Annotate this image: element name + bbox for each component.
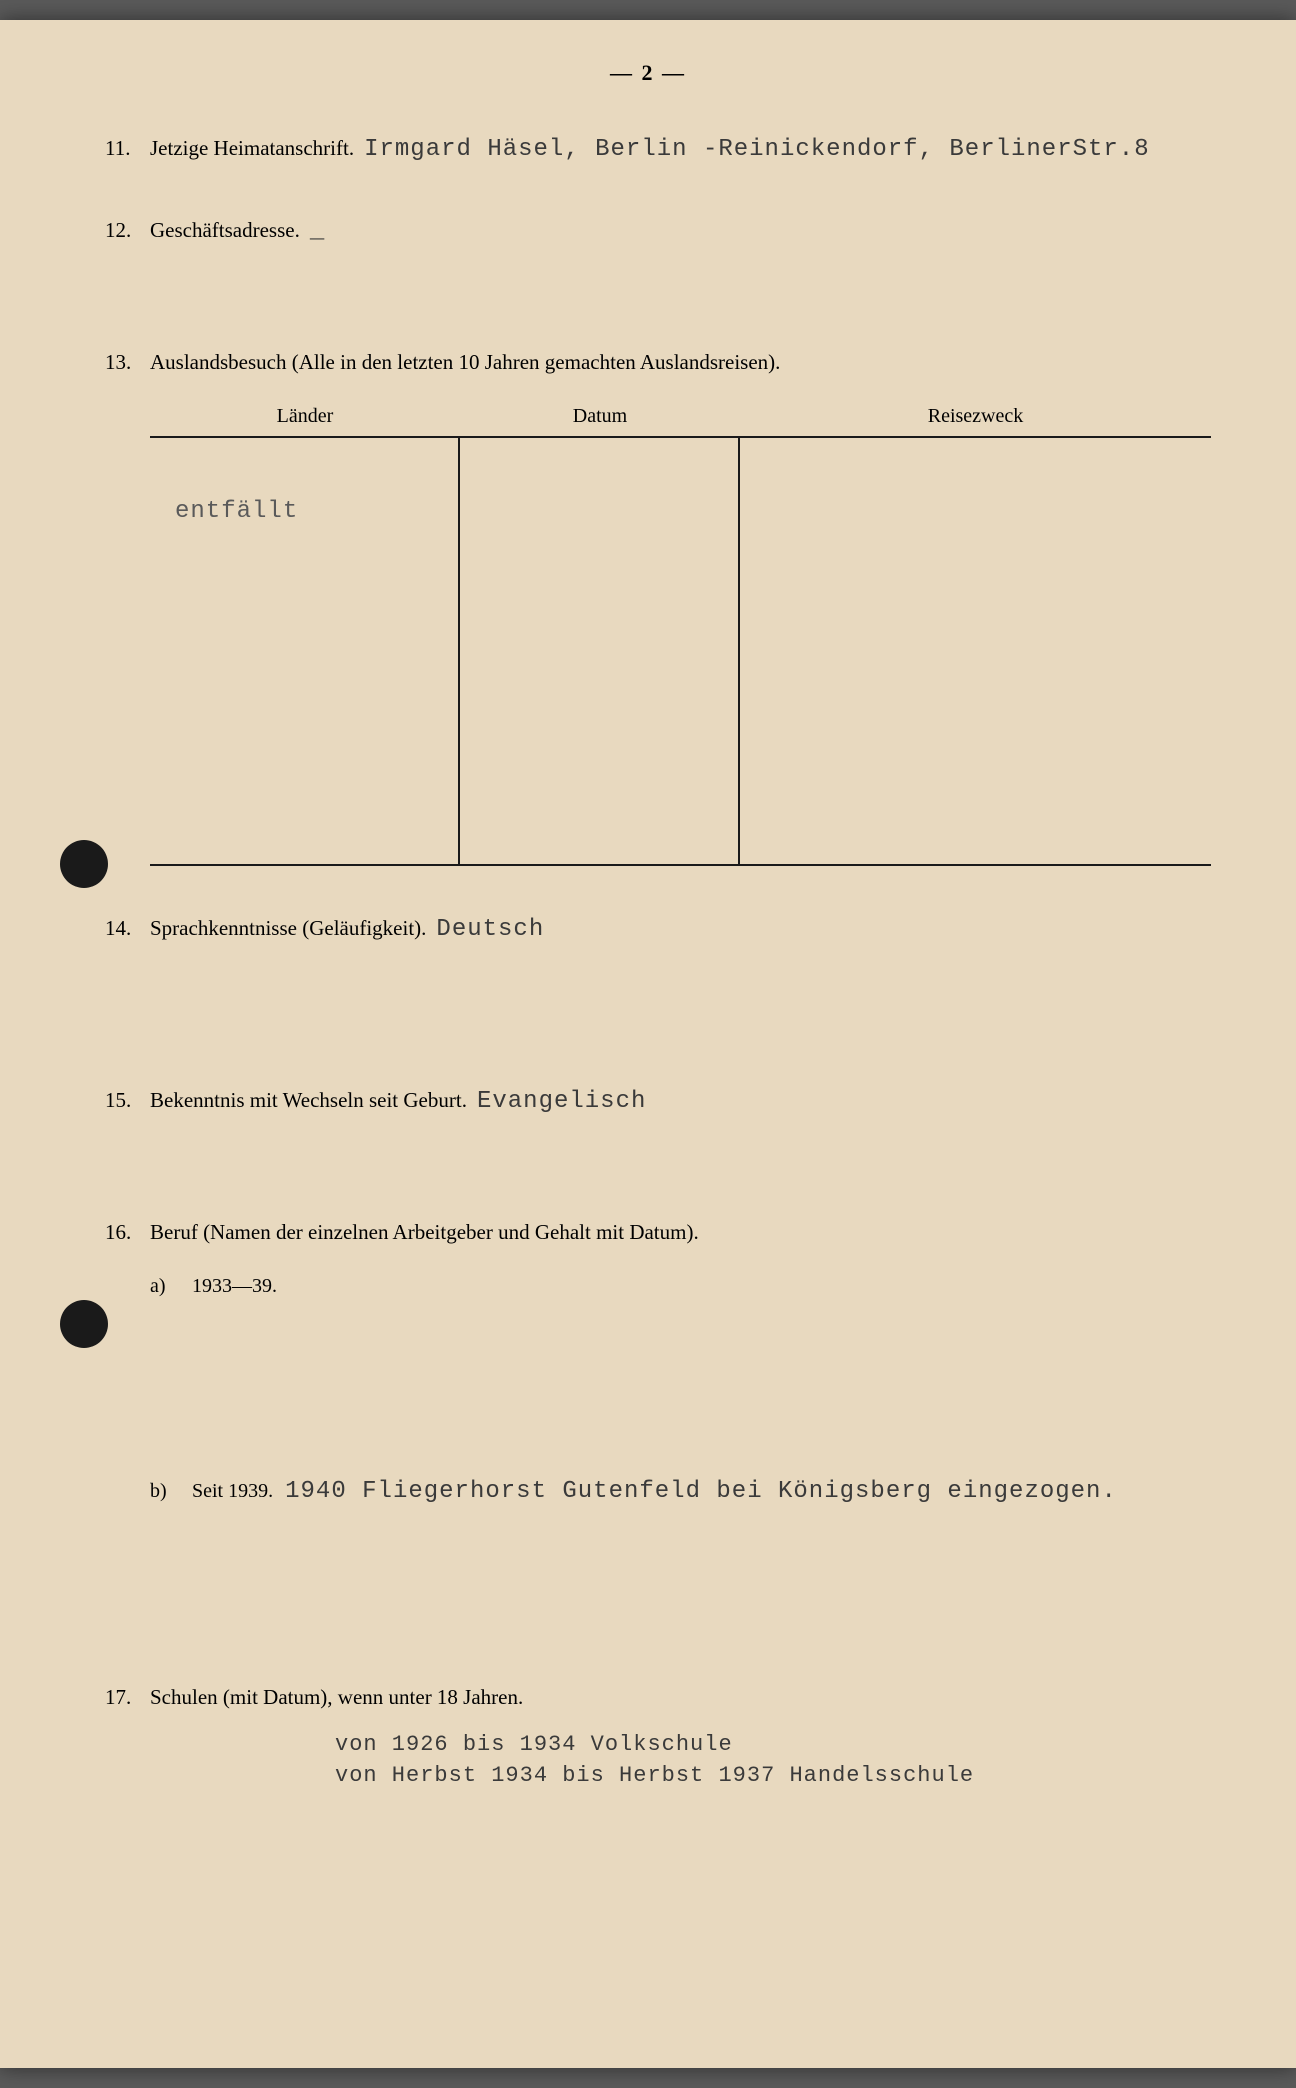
field-16b: b) Seit 1939. 1940 Fliegerhorst Gutenfel… <box>45 1478 1251 1505</box>
field-number: 12. <box>105 218 150 243</box>
page-number: — 2 — <box>45 60 1251 86</box>
field-number: 13. <box>105 350 150 375</box>
field-label: Beruf (Namen der einzelnen Arbeitgeber u… <box>150 1220 699 1245</box>
field-number: 14. <box>105 916 150 941</box>
field-value: 1940 Fliegerhorst Gutenfeld bei Königsbe… <box>285 1478 1117 1505</box>
sub-label: 1933—39. <box>192 1275 277 1298</box>
field-number: 17. <box>105 1685 150 1710</box>
sub-label: Seit 1939. <box>192 1480 273 1503</box>
field-13: 13. Auslandsbesuch (Alle in den letzten … <box>45 350 1251 375</box>
table-cell <box>460 438 740 864</box>
school-line-2: von Herbst 1934 bis Herbst 1937 Handelss… <box>335 1761 1251 1792</box>
field-17-content: von 1926 bis 1934 Volkschule von Herbst … <box>45 1730 1251 1792</box>
field-number: 16. <box>105 1220 150 1245</box>
column-header-countries: Länder <box>150 405 460 428</box>
table-header-row: Länder Datum Reisezweck <box>150 405 1211 428</box>
table-entry: entfällt <box>175 498 298 525</box>
school-line-1: von 1926 bis 1934 Volkschule <box>335 1730 1251 1761</box>
field-label: Schulen (mit Datum), wenn unter 18 Jahre… <box>150 1685 523 1710</box>
field-label: Jetzige Heimatanschrift. <box>150 136 354 161</box>
sub-letter: a) <box>150 1275 192 1298</box>
field-label: Geschäftsadresse. <box>150 218 300 243</box>
field-value: Irmgard Häsel, Berlin -Reinickendorf, Be… <box>364 136 1150 163</box>
document-page: — 2 — 11. Jetzige Heimatanschrift. Irmga… <box>0 20 1296 2068</box>
column-header-purpose: Reisezweck <box>740 405 1211 428</box>
field-16: 16. Beruf (Namen der einzelnen Arbeitgeb… <box>45 1220 1251 1245</box>
field-value: Evangelisch <box>477 1088 646 1115</box>
field-12: 12. Geschäftsadresse. _ <box>45 218 1251 245</box>
field-15: 15. Bekenntnis mit Wechseln seit Geburt.… <box>45 1088 1251 1115</box>
sub-letter: b) <box>150 1480 192 1503</box>
table-cell <box>740 438 1211 864</box>
field-number: 11. <box>105 136 150 161</box>
field-11: 11. Jetzige Heimatanschrift. Irmgard Häs… <box>45 136 1251 163</box>
field-label: Sprachkenntnisse (Geläufigkeit). <box>150 916 426 941</box>
table-cell: entfällt <box>150 438 460 864</box>
field-value: Deutsch <box>436 916 544 943</box>
field-14: 14. Sprachkenntnisse (Geläufigkeit). Deu… <box>45 916 1251 943</box>
field-number: 15. <box>105 1088 150 1113</box>
field-label: Bekenntnis mit Wechseln seit Geburt. <box>150 1088 467 1113</box>
travel-table: Länder Datum Reisezweck entfällt <box>150 405 1211 866</box>
field-17: 17. Schulen (mit Datum), wenn unter 18 J… <box>45 1685 1251 1710</box>
field-label: Auslandsbesuch (Alle in den letzten 10 J… <box>150 350 780 375</box>
field-16a: a) 1933—39. <box>45 1275 1251 1298</box>
column-header-date: Datum <box>460 405 740 428</box>
table-body: entfällt <box>150 436 1211 866</box>
field-value: _ <box>310 218 325 245</box>
page-content: — 2 — 11. Jetzige Heimatanschrift. Irmga… <box>45 60 1251 2028</box>
